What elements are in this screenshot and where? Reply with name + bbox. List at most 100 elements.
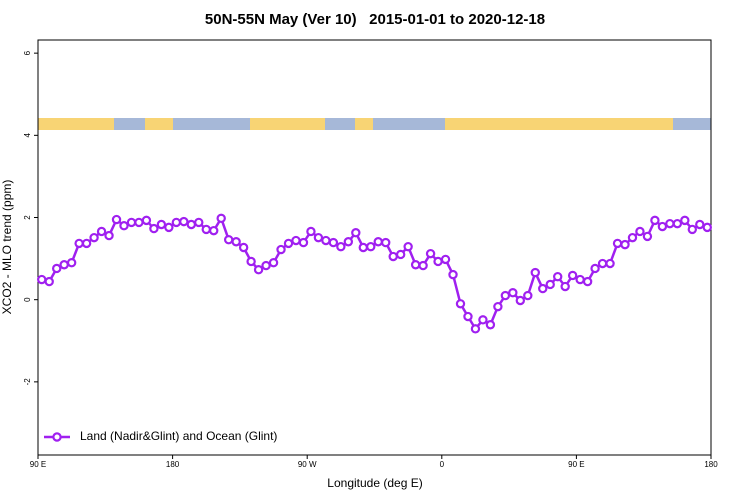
- data-point: [538, 283, 548, 294]
- data-point: [111, 214, 122, 225]
- x-tick-label: 180: [166, 460, 180, 469]
- chart-title: 50N-55N May (Ver 10) 2015-01-01 to 2020-…: [205, 11, 545, 28]
- data-point: [680, 215, 690, 226]
- data-point: [51, 263, 62, 274]
- data-point: [119, 221, 129, 231]
- data-point: [238, 242, 249, 253]
- data-point: [650, 215, 660, 226]
- data-point: [582, 276, 593, 287]
- data-point: [328, 237, 339, 248]
- data-point: [104, 230, 114, 241]
- data-point: [403, 241, 413, 252]
- data-point: [635, 226, 645, 237]
- data-point: [702, 222, 712, 233]
- data-point: [351, 228, 361, 238]
- plot-frame: [37, 39, 712, 456]
- data-point: [141, 215, 152, 226]
- data-point: [179, 216, 189, 227]
- data-point: [321, 235, 331, 246]
- data-point: [515, 295, 526, 306]
- x-tick-label: 180: [704, 460, 718, 469]
- legend-label: Land (Nadir&Glint) and Ocean (Glint): [80, 429, 277, 443]
- data-point: [59, 260, 69, 270]
- land-band: [355, 118, 373, 130]
- data-point: [381, 237, 391, 248]
- land-band: [250, 118, 325, 130]
- y-tick-label: 6: [23, 50, 32, 55]
- data-point: [276, 244, 286, 255]
- data-point: [306, 226, 316, 237]
- data-point: [44, 276, 54, 287]
- data-point: [74, 238, 84, 249]
- data-point: [642, 231, 653, 242]
- y-tick-label: -2: [23, 378, 32, 386]
- data-point: [223, 234, 234, 245]
- data-point: [96, 226, 107, 237]
- data-point: [283, 238, 294, 249]
- data-point: [134, 217, 144, 228]
- y-tick-label: 2: [23, 215, 32, 220]
- x-axis-title: Longitude (deg E): [327, 476, 422, 490]
- data-point: [553, 271, 563, 282]
- data-point: [209, 225, 219, 236]
- data-point: [612, 238, 623, 249]
- data-point: [493, 301, 503, 312]
- x-tick-label: 0: [440, 460, 445, 469]
- data-point: [672, 218, 683, 229]
- data-point: [605, 258, 615, 269]
- data-point: [530, 267, 540, 278]
- data-point: [545, 279, 555, 290]
- land-ocean-strip: [38, 118, 711, 130]
- land-band: [145, 118, 173, 130]
- data-point: [156, 219, 167, 230]
- x-tick-label: 90 E: [30, 460, 46, 469]
- y-tick-label: 0: [23, 297, 32, 302]
- data-point: [478, 315, 488, 325]
- data-point: [291, 235, 301, 246]
- data-point: [149, 223, 159, 234]
- land-band: [38, 118, 114, 130]
- data-point: [388, 251, 398, 262]
- data-point: [448, 269, 458, 280]
- data-point: [523, 290, 533, 301]
- data-point: [66, 258, 77, 268]
- data-point: [194, 217, 204, 228]
- data-point: [343, 237, 354, 247]
- data-point: [455, 299, 466, 309]
- data-point: [433, 256, 443, 267]
- data-point: [216, 213, 226, 224]
- data-point: [440, 254, 451, 265]
- data-point: [687, 224, 698, 235]
- data-point: [597, 258, 608, 269]
- data-point: [627, 232, 638, 243]
- data-point: [485, 320, 496, 330]
- data-point: [261, 260, 271, 271]
- x-tick-label: 90 E: [568, 460, 584, 469]
- data-point: [37, 274, 47, 285]
- data-point: [590, 263, 600, 274]
- data-point: [470, 324, 481, 334]
- data-point: [81, 238, 92, 249]
- data-point: [298, 237, 309, 248]
- data-point: [463, 311, 473, 322]
- legend-swatch-marker: [52, 432, 62, 442]
- data-point: [358, 242, 368, 253]
- data-point: [164, 222, 174, 233]
- data-point: [231, 237, 241, 247]
- series-line: [41, 215, 708, 332]
- land-band: [445, 118, 673, 130]
- data-point: [171, 217, 182, 228]
- data-point: [508, 287, 518, 298]
- data-point: [575, 274, 585, 285]
- data-point: [410, 260, 421, 270]
- data-point: [89, 232, 99, 243]
- data-point: [201, 224, 211, 235]
- data-point: [657, 221, 668, 232]
- data-point: [620, 239, 630, 250]
- data-point: [373, 237, 383, 247]
- data-point: [336, 241, 346, 252]
- data-point: [665, 218, 675, 229]
- data-point: [253, 264, 264, 275]
- data-point: [418, 260, 428, 271]
